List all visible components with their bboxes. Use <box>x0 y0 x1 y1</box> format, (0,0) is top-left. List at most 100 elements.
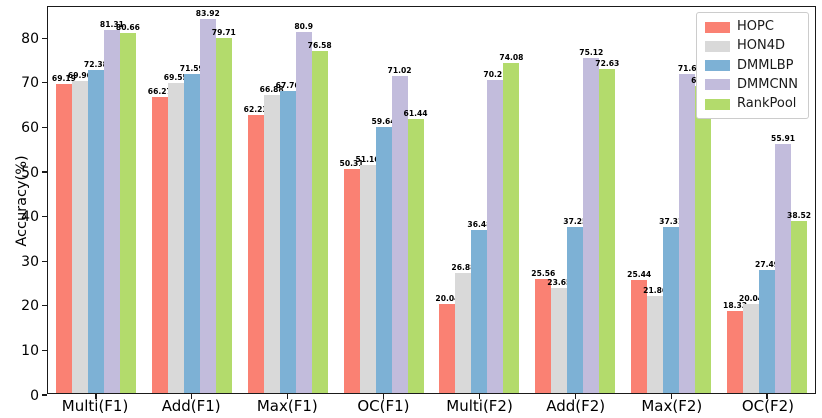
bar-value-label: 66.88 <box>259 84 284 94</box>
legend-item-dmmcnn: DMMCNN <box>705 77 798 93</box>
bar-value-label: 76.58 <box>307 41 332 51</box>
bar-value-label: 67.76 <box>275 80 300 90</box>
legend-item-hopc: HOPC <box>705 19 798 35</box>
bar-value-label: 37.31 <box>659 216 684 226</box>
bar-dmmcnn: 70.21 <box>483 70 507 393</box>
bar-hopc: 20.04 <box>435 294 459 393</box>
bar-value-label: 79.71 <box>211 27 236 37</box>
bar-rankpool: 61.44 <box>404 109 428 393</box>
bar-rankpool: 68.74 <box>691 76 715 393</box>
bar-dmmcnn: 83.92 <box>196 9 220 393</box>
bar-dmmcnn: 55.91 <box>771 134 795 393</box>
bar-hopc: 18.33 <box>723 301 747 393</box>
y-tick-label: 20 <box>21 298 39 315</box>
bar-group-max-f1-: 62.23 66.88 67.76 80.9 76.58 <box>240 7 336 393</box>
bar-value-label: 25.44 <box>627 269 652 279</box>
y-tick-label: 0 <box>30 387 39 404</box>
bar-dmmlbp: 72.38 <box>84 60 108 393</box>
y-tick-mark <box>42 394 47 396</box>
bar-hon4d: 51.16 <box>356 155 380 393</box>
bar-dmmcnn: 71.02 <box>388 66 412 393</box>
bar-value-label: 26.88 <box>451 263 476 273</box>
bar-value-label: 80.66 <box>115 23 140 33</box>
bar-group-oc-f2-: 18.33 20.04 27.49 55.91 38.52 <box>719 7 815 393</box>
x-axis-labels: Multi(F1) Add(F1) Max(F1) OC(F1) Multi(F2) Ad… <box>47 397 816 415</box>
bar-group-max-f2-: 25.44 21.86 37.31 71.6 68.74 <box>623 7 719 393</box>
bar-rankpool: 38.52 <box>787 211 811 393</box>
bar-dmmlbp: 27.49 <box>755 260 779 393</box>
x-tick-label: Add(F1) <box>161 397 221 415</box>
bar-value-label: 23.65 <box>547 277 572 287</box>
bar-hon4d: 23.65 <box>547 278 571 393</box>
y-tick-label: 60 <box>21 119 39 136</box>
legend-item-hon4d: HON4D <box>705 38 798 54</box>
bar-value-label: 51.16 <box>355 154 380 164</box>
bar-value-label: 59.64 <box>371 117 396 127</box>
x-tick-mark <box>191 394 193 399</box>
bar-rankpool: 76.58 <box>308 41 332 393</box>
y-tick-label: 70 <box>21 75 39 92</box>
bar-dmmlbp: 71.59 <box>180 64 204 393</box>
x-tick-mark <box>95 394 97 399</box>
bar-value-label: 50.31 <box>339 158 364 168</box>
bar-hon4d: 69.55 <box>164 73 188 393</box>
legend-item-rankpool: RankPool <box>705 96 798 112</box>
bar-dmmcnn: 80.9 <box>294 22 313 393</box>
x-tick-label: Multi(F2) <box>446 397 513 415</box>
bar-value-label: 55.91 <box>771 133 796 143</box>
bar-value-label: 71.59 <box>179 63 204 73</box>
bar-hopc: 62.23 <box>244 105 268 393</box>
bar-rankpool: 79.71 <box>212 28 236 393</box>
bar-value-label: 69.55 <box>163 72 188 82</box>
bars-container: 69.19 69.96 72.38 81.31 80.66 66.27 69.55 71.59… <box>48 7 815 393</box>
bar-rankpool: 80.66 <box>116 23 140 393</box>
legend-label: HON4D <box>737 38 786 54</box>
bar-hon4d: 66.88 <box>260 85 284 393</box>
x-tick-label: Add(F2) <box>546 397 606 415</box>
legend-swatch-hopc <box>705 21 731 33</box>
bar-value-label: 80.9 <box>294 22 314 32</box>
x-tick-mark <box>287 394 289 399</box>
bar-hopc: 25.44 <box>627 270 651 393</box>
y-tick-label: 10 <box>21 342 39 359</box>
bar-hopc: 69.19 <box>52 74 76 393</box>
bar-hon4d: 69.96 <box>68 71 92 393</box>
plot-area: 69.19 69.96 72.38 81.31 80.66 66.27 69.55 71.59… <box>21 6 816 403</box>
bar-value-label: 72.38 <box>83 60 108 70</box>
bar-value-label: 21.86 <box>643 285 668 295</box>
bar-hopc: 50.31 <box>340 159 364 393</box>
x-tick-mark <box>670 394 672 399</box>
legend-label: HOPC <box>737 19 774 34</box>
x-tick-label: Max(F1) <box>256 397 318 415</box>
y-tick-label: 50 <box>21 164 39 181</box>
legend-label: DMMCNN <box>737 76 798 92</box>
y-tick-mark <box>42 82 47 84</box>
legend-item-dmmlbp: DMMLBP <box>705 58 798 74</box>
y-tick-label: 40 <box>21 209 39 226</box>
y-tick-mark <box>42 37 47 39</box>
bar-value-label: 81.31 <box>99 20 124 30</box>
bar-value-label: 20.04 <box>739 293 764 303</box>
bar-value-label: 72.63 <box>595 59 620 69</box>
bar-value-label: 71.02 <box>387 66 412 76</box>
bar-value-label: 27.49 <box>755 260 780 270</box>
bar-value-label: 83.92 <box>195 8 220 18</box>
x-tick-mark <box>382 394 385 399</box>
bar-group-multi-f2-: 20.04 26.88 36.48 70.21 74.08 <box>432 7 528 393</box>
y-tick-mark <box>42 216 47 218</box>
legend-swatch-dmmcnn <box>705 79 731 91</box>
y-tick-mark <box>42 126 47 128</box>
bar-value-label: 74.08 <box>499 52 524 62</box>
legend-swatch-rankpool <box>705 98 731 110</box>
bar-value-label: 37.25 <box>563 216 588 226</box>
bar-hopc: 25.56 <box>531 269 555 393</box>
bar-dmmlbp: 37.31 <box>659 217 683 393</box>
x-tick-label: Max(F2) <box>641 397 703 415</box>
bar-dmmcnn: 75.12 <box>579 48 603 393</box>
bar-group-add-f2-: 25.56 23.65 37.25 75.12 72.63 <box>527 7 623 393</box>
bar-value-label: 61.44 <box>403 109 428 118</box>
x-tick-label: OC(F1) <box>357 397 410 415</box>
bar-dmmcnn: 71.6 <box>678 64 697 393</box>
y-tick-mark <box>42 305 47 307</box>
